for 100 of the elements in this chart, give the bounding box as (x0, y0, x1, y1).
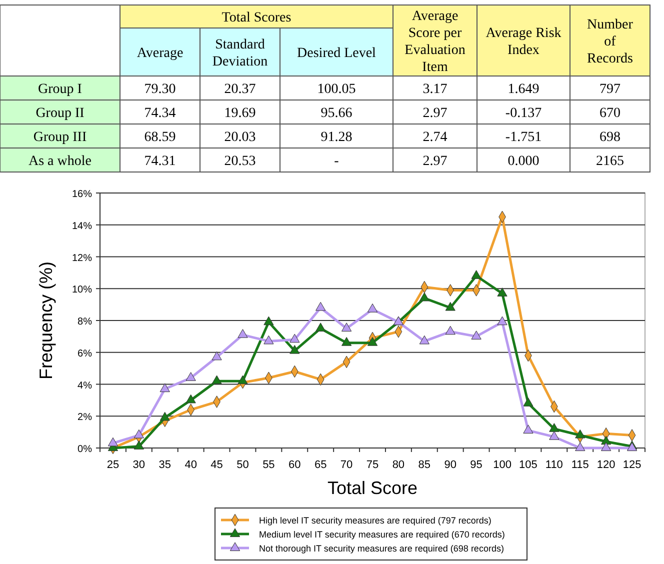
x-tick-label: 25 (106, 459, 120, 471)
data-label: 0.000 (508, 154, 540, 169)
y-tick-label: Group I (38, 82, 82, 97)
x-tick-label: Desired Level (297, 46, 376, 61)
x-tick-label: Average Risk Index (486, 26, 562, 58)
point (341, 322, 352, 332)
data-label: -1.751 (505, 130, 542, 145)
point (367, 304, 378, 312)
point (549, 423, 560, 432)
data-label: 3.17 (422, 82, 448, 97)
point (238, 375, 248, 384)
y-tick-label: 0% (78, 444, 92, 455)
point (419, 335, 430, 344)
point (575, 429, 586, 438)
legend-label: High level IT security measures are required (797 records) (259, 516, 492, 526)
point (549, 431, 560, 440)
data-label: 2.97 (422, 106, 448, 121)
data-label: 95.66 (320, 106, 352, 121)
point (471, 270, 482, 279)
text: Total Scores (222, 10, 292, 26)
x-tick-label: 70 (340, 459, 353, 471)
point (160, 412, 170, 421)
y-axis-title: Frequency (%) (36, 261, 56, 380)
legend-label: Not thorough IT security measures are required (698 records) (259, 544, 504, 554)
x-tick-label: 55 (262, 459, 275, 471)
point (497, 288, 508, 296)
data-label: 2165 (596, 154, 624, 169)
data-label: 20.37 (224, 82, 256, 97)
point (316, 322, 326, 332)
point (523, 424, 534, 434)
y-tick-label: 6% (78, 348, 92, 360)
legend-label: Medium level IT security measures are required (670 records) (259, 530, 505, 540)
data-label: -0.137 (505, 106, 542, 121)
x-tick-label: Standard Deviation (212, 38, 268, 70)
point (238, 329, 248, 338)
data-label: 91.28 (320, 130, 352, 145)
point (601, 442, 612, 452)
point (290, 344, 300, 354)
point (108, 437, 118, 446)
y-tick-label: Group III (33, 130, 87, 145)
point (134, 440, 144, 450)
y-tick-label: 4% (78, 380, 92, 392)
data-label: 68.59 (144, 130, 176, 145)
x-tick-label: 60 (288, 459, 301, 471)
point (497, 316, 508, 326)
y-tick-label: 16% (72, 189, 92, 200)
y-tick-label: 12% (72, 252, 92, 264)
point (445, 326, 456, 335)
x-tick-label: Number of Records (587, 18, 634, 66)
data-label: 100.05 (317, 82, 356, 97)
x-tick-label: 115 (571, 459, 589, 471)
point (341, 337, 352, 346)
x-tick-label: 50 (236, 459, 249, 471)
x-axis-title: Total Score (327, 478, 418, 498)
x-tick-label: 35 (158, 459, 172, 471)
point (212, 375, 222, 384)
point (186, 372, 196, 381)
y-tick-label: As a whole (28, 154, 92, 169)
x-tick-label: 45 (210, 459, 223, 471)
data-label: 2.97 (422, 154, 448, 169)
data-label: 698 (600, 130, 620, 145)
data-label: 2.74 (422, 130, 448, 145)
point (367, 337, 378, 346)
point (445, 302, 456, 311)
data-label: 20.53 (224, 154, 256, 169)
point (471, 330, 482, 340)
point (419, 292, 430, 302)
x-tick-label: 125 (622, 459, 642, 471)
x-tick-label: Average Score per Evaluation Item (404, 9, 466, 75)
data-label: 79.30 (144, 82, 176, 97)
point (186, 394, 196, 404)
x-tick-label: 85 (418, 459, 431, 471)
data-label: 19.69 (224, 106, 256, 121)
y-tick-label: 2% (78, 412, 92, 424)
point (316, 302, 326, 311)
x-tick-label: 90 (444, 459, 456, 471)
point (523, 398, 534, 406)
point (290, 334, 300, 343)
point (212, 351, 222, 360)
y-tick-label: 14% (72, 220, 92, 232)
data-label: 797 (600, 82, 620, 97)
x-tick-label: 75 (366, 459, 379, 471)
x-tick-label: 30 (132, 459, 146, 471)
x-tick-label: 120 (596, 459, 616, 471)
y-tick-label: 8% (78, 316, 92, 328)
point (160, 383, 170, 392)
x-tick-label: 100 (493, 459, 512, 471)
x-tick-label: 95 (470, 459, 482, 471)
x-tick-label: 105 (519, 459, 538, 471)
data-label: 74.34 (144, 106, 176, 121)
data-label: 20.03 (224, 130, 256, 145)
data-label: 670 (600, 106, 620, 121)
y-tick-label: Group II (36, 106, 85, 121)
point (134, 429, 144, 438)
x-tick-label: Average (136, 46, 184, 61)
x-tick-label: 40 (184, 459, 197, 471)
point (264, 316, 274, 326)
x-tick-label: 65 (314, 459, 327, 471)
data-label: 74.31 (144, 154, 176, 169)
data-label: 1.649 (508, 82, 540, 97)
